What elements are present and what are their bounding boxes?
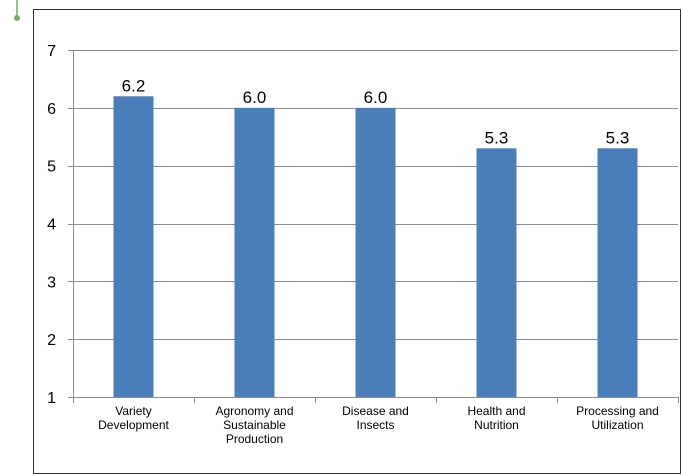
bar — [355, 107, 396, 397]
chart-decoration — [14, 0, 681, 474]
category-label-line: Production — [226, 432, 283, 446]
category-label: Processing and Utilization — [576, 404, 659, 432]
y-tick-label: 5 — [47, 159, 56, 176]
data-label: 6.2 — [122, 76, 146, 95]
bars — [113, 96, 638, 398]
data-label: 5.3 — [485, 128, 509, 147]
category-label-line: Health and — [467, 404, 525, 418]
data-label: 5.3 — [606, 128, 630, 147]
category-label-line: Utilization — [591, 418, 643, 432]
x-category-labels: Variety Development Agronomy and Sustainabl… — [98, 404, 659, 446]
bar — [597, 148, 638, 397]
data-label: 6.0 — [364, 88, 388, 107]
category-label: Disease and Insects — [342, 404, 409, 432]
category-label-line: Insects — [356, 418, 394, 432]
category-label: Variety Development — [98, 404, 169, 432]
category-label: Health and Nutrition — [467, 404, 525, 432]
bar — [113, 96, 154, 398]
y-tick-label: 1 — [47, 390, 56, 407]
category-label-line: Nutrition — [474, 418, 519, 432]
y-tick-labels: 1 2 3 4 5 6 7 — [47, 43, 56, 407]
y-tick-label: 3 — [47, 274, 56, 291]
bar — [234, 107, 275, 397]
category-label-line: Development — [98, 418, 169, 432]
category-label-line: Sustainable — [223, 418, 286, 432]
category-label: Agronomy and Sustainable Production — [215, 404, 293, 446]
data-label: 6.0 — [243, 88, 267, 107]
category-label-line: Processing and — [576, 404, 659, 418]
category-label-line: Agronomy and — [215, 404, 293, 418]
category-label-line: Variety — [115, 404, 151, 418]
accent-dot — [14, 15, 20, 21]
category-label-line: Disease and — [342, 404, 409, 418]
chart-border — [33, 9, 681, 474]
y-tick-label: 4 — [47, 217, 56, 234]
bar — [476, 148, 517, 397]
axes — [68, 50, 679, 403]
data-labels: 6.2 6.0 6.0 5.3 5.3 — [122, 76, 630, 147]
y-tick-label: 2 — [47, 332, 56, 349]
y-tick-label: 7 — [47, 43, 56, 60]
y-tick-label: 6 — [47, 101, 56, 118]
